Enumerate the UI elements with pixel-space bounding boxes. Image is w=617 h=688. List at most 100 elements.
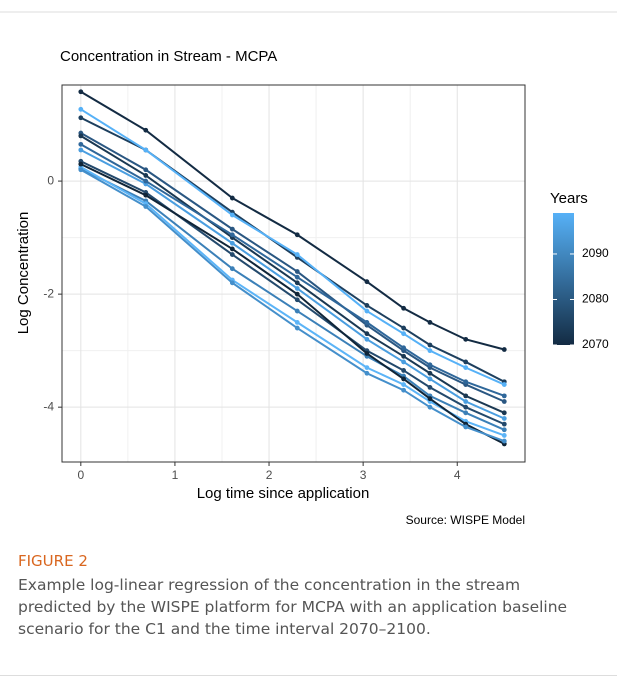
- data-point: [78, 89, 84, 95]
- data-point: [401, 353, 407, 359]
- data-point: [143, 204, 149, 209]
- x-tick-label: 0: [77, 468, 84, 482]
- data-point: [463, 359, 469, 365]
- data-point: [229, 212, 235, 218]
- y-tick-label: -2: [43, 286, 54, 300]
- data-point: [401, 305, 407, 311]
- data-point: [294, 297, 300, 303]
- data-point: [463, 379, 469, 385]
- data-point: [294, 286, 300, 291]
- data-point: [501, 347, 507, 352]
- data-point: [294, 269, 300, 274]
- data-point: [294, 291, 300, 297]
- data-point: [427, 396, 433, 402]
- y-tick-label: -4: [43, 399, 54, 413]
- colorbar-label: 2080: [582, 292, 609, 306]
- data-point: [501, 433, 507, 438]
- data-point: [401, 345, 407, 351]
- plot-border: [61, 84, 526, 463]
- data-point: [401, 376, 407, 382]
- data-point: [294, 319, 300, 325]
- data-point: [78, 115, 84, 121]
- data-point: [364, 319, 370, 325]
- data-point: [427, 376, 433, 382]
- data-point: [427, 342, 433, 348]
- chart-title: Concentration in Stream - MCPA: [60, 48, 277, 65]
- x-axis-label: Log time since application: [197, 485, 370, 502]
- data-point: [143, 173, 149, 178]
- data-point: [78, 147, 84, 153]
- data-point: [229, 280, 235, 286]
- data-point: [229, 266, 235, 272]
- figure-label: FIGURE 2: [18, 552, 88, 570]
- data-point: [501, 438, 507, 444]
- bottom-rule: [0, 675, 617, 676]
- x-tick-label: 2: [266, 468, 273, 482]
- data-point: [501, 393, 507, 399]
- data-point: [463, 424, 469, 430]
- data-point: [294, 325, 300, 331]
- data-point: [463, 410, 469, 416]
- x-tick-label: 3: [360, 468, 367, 482]
- data-point: [229, 246, 235, 252]
- data-point: [463, 336, 469, 342]
- data-point: [78, 106, 84, 112]
- data-point: [401, 368, 407, 373]
- data-point: [401, 325, 407, 331]
- data-point: [501, 410, 507, 416]
- data-point: [78, 167, 84, 173]
- data-point: [401, 359, 407, 365]
- data-point: [463, 393, 469, 399]
- data-point: [501, 421, 507, 427]
- data-point: [501, 427, 507, 433]
- data-point: [294, 252, 300, 257]
- data-point: [229, 252, 235, 257]
- data-point: [78, 133, 84, 139]
- data-point: [294, 308, 300, 314]
- data-point: [143, 192, 149, 198]
- data-point: [364, 336, 370, 342]
- data-point: [463, 399, 469, 404]
- data-point: [401, 331, 407, 337]
- data-point: [143, 167, 149, 173]
- data-point: [143, 147, 149, 153]
- data-point: [427, 370, 433, 376]
- data-point: [401, 387, 407, 393]
- data-point: [501, 382, 507, 387]
- data-point: [229, 226, 235, 232]
- data-point: [401, 382, 407, 387]
- data-point: [294, 274, 300, 280]
- data-point: [229, 195, 235, 201]
- data-point: [463, 365, 469, 371]
- data-point: [427, 384, 433, 390]
- data-point: [229, 232, 235, 238]
- colorbar-label: 2070: [582, 337, 609, 351]
- data-point: [364, 303, 370, 308]
- data-point: [364, 279, 370, 285]
- data-point: [143, 178, 149, 184]
- x-tick-label: 4: [454, 468, 461, 482]
- source-note: Source: WISPE Model: [406, 513, 525, 527]
- legend-title: Years: [550, 190, 588, 207]
- data-point: [427, 404, 433, 410]
- data-point: [294, 280, 300, 286]
- data-point: [364, 331, 370, 337]
- data-point: [501, 416, 507, 421]
- data-point: [364, 370, 370, 376]
- x-tick-label: 1: [172, 468, 179, 482]
- y-tick-label: 0: [47, 173, 54, 187]
- data-point: [294, 232, 300, 238]
- data-point: [463, 404, 469, 410]
- data-point: [78, 161, 84, 167]
- caption: FIGURE 2 Example log-linear regression o…: [18, 552, 598, 640]
- data-point: [78, 141, 84, 147]
- colorbar: [553, 213, 574, 345]
- data-point: [143, 127, 149, 133]
- data-point: [501, 399, 507, 404]
- y-axis-label: Log Concentration: [15, 212, 32, 335]
- data-point: [364, 308, 370, 314]
- data-point: [364, 365, 370, 371]
- data-point: [427, 362, 433, 368]
- figure-caption: Example log-linear regression of the con…: [18, 576, 568, 638]
